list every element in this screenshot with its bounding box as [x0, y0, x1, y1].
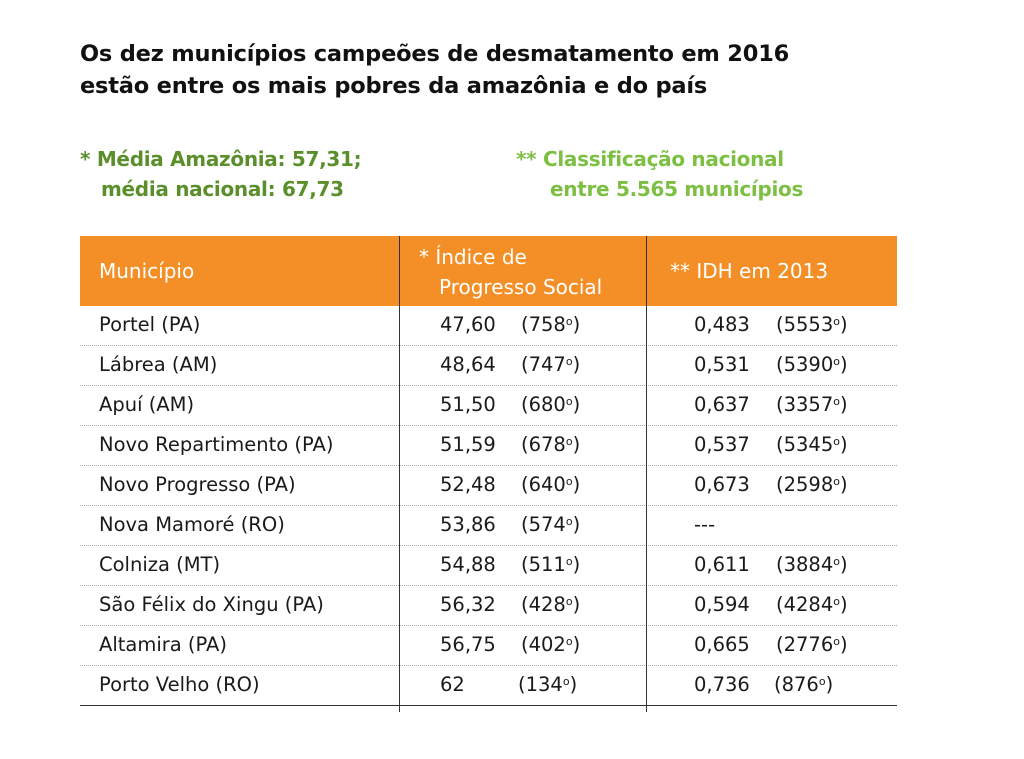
cell-idh-rank: (5345o) [776, 433, 848, 456]
table-row: Novo Repartimento (PA) 51,59 (678o) 0,537 (5… [80, 426, 897, 466]
cell-idh: 0,665 [694, 633, 750, 656]
cell-municipio: Portel (PA) [99, 313, 201, 336]
cell-ips-rank: (402o) [521, 633, 581, 656]
ordinal-mark: o [833, 595, 840, 608]
cell-idh-rank: (2776o) [776, 633, 848, 656]
ordinal-mark: o [833, 315, 840, 328]
cell-ips-rank: (678o) [521, 433, 581, 456]
ordinal-mark: o [565, 595, 573, 608]
cell-idh: 0,531 [694, 353, 750, 376]
cell-municipio: São Félix do Xingu (PA) [99, 593, 324, 616]
cell-idh-rank: (3884o) [776, 553, 848, 576]
table-row: São Félix do Xingu (PA) 56,32 (428o) 0,594 (… [80, 586, 897, 626]
cell-ips: 56,32 [440, 593, 496, 616]
cell-ips-rank: (758o) [521, 313, 581, 336]
cell-ips-rank: (134o) [518, 673, 578, 696]
table-row: Altamira (PA) 56,75 (402o) 0,665 (2776o) [80, 626, 897, 666]
ordinal-mark: o [562, 675, 570, 688]
cell-ips: 51,59 [440, 433, 496, 456]
ordinal-mark: o [565, 355, 573, 368]
cell-municipio: Lábrea (AM) [99, 353, 218, 376]
ordinal-mark: o [565, 555, 573, 568]
cell-ips: 62 [440, 673, 465, 696]
cell-ips-rank: (680o) [521, 393, 581, 416]
cell-ips-rank: (640o) [521, 473, 581, 496]
cell-municipio: Colniza (MT) [99, 553, 221, 576]
header-idh: ** IDH em 2013 [670, 259, 829, 283]
cell-ips: 52,48 [440, 473, 496, 496]
cell-idh-rank: (876o) [774, 673, 834, 696]
cell-ips-rank: (428o) [521, 593, 581, 616]
cell-ips-rank: (574o) [521, 513, 581, 536]
header-municipio: Município [99, 259, 195, 283]
ordinal-mark: o [833, 635, 840, 648]
cell-municipio: Porto Velho (RO) [99, 673, 260, 696]
cell-municipio: Nova Mamoré (RO) [99, 513, 285, 536]
cell-idh: 0,483 [694, 313, 750, 336]
ordinal-mark: o [565, 475, 573, 488]
ordinal-mark: o [565, 515, 573, 528]
table-row: Novo Progresso (PA) 52,48 (640o) 0,673 (2598… [80, 466, 897, 506]
cell-municipio: Novo Progresso (PA) [99, 473, 296, 496]
title-line-1: Os dez municípios campeões de desmatamen… [80, 41, 790, 67]
cell-ips: 48,64 [440, 353, 496, 376]
ordinal-mark: o [833, 435, 840, 448]
ordinal-mark: o [565, 315, 573, 328]
cell-ips: 47,60 [440, 313, 496, 336]
ordinal-mark: o [833, 475, 840, 488]
cell-idh: 0,637 [694, 393, 750, 416]
cell-idh-rank: (3357o) [776, 393, 848, 416]
cell-ips-rank: (511o) [521, 553, 581, 576]
cell-ips: 54,88 [440, 553, 496, 576]
table-row: Porto Velho (RO) 62 (134o) 0,736 (876o) [80, 666, 897, 706]
infographic-title: Os dez municípios campeões de desmatamen… [80, 38, 789, 102]
cell-idh-rank: (4284o) [776, 593, 848, 616]
note-left-line-2: média nacional: 67,73 [101, 177, 344, 201]
column-divider [646, 236, 647, 712]
cell-ips-rank: (747o) [521, 353, 581, 376]
ordinal-mark: o [833, 555, 840, 568]
table-header: Município * Índice de Progresso Social *… [80, 236, 897, 306]
cell-idh: --- [694, 513, 716, 536]
table-row: Portel (PA) 47,60 (758o) 0,483 (5553o) [80, 306, 897, 346]
note-ips-average: * Média Amazônia: 57,31; média nacional:… [80, 144, 362, 204]
cell-idh: 0,611 [694, 553, 750, 576]
ordinal-mark: o [565, 435, 573, 448]
ordinal-mark: o [565, 635, 573, 648]
header-ips-line-1: * Índice de [419, 245, 527, 269]
table-row: Lábrea (AM) 48,64 (747o) 0,531 (5390o) [80, 346, 897, 386]
cell-ips: 51,50 [440, 393, 496, 416]
data-table: Município * Índice de Progresso Social *… [80, 236, 897, 706]
header-ips-line-2: Progresso Social [439, 275, 603, 299]
cell-municipio: Altamira (PA) [99, 633, 227, 656]
note-right-line-1: ** Classificação nacional [516, 147, 784, 171]
cell-idh: 0,673 [694, 473, 750, 496]
ordinal-mark: o [565, 395, 573, 408]
cell-ips: 56,75 [440, 633, 496, 656]
cell-idh: 0,736 [694, 673, 750, 696]
table-row: Colniza (MT) 54,88 (511o) 0,611 (3884o) [80, 546, 897, 586]
column-divider [399, 236, 400, 712]
cell-idh-rank: (2598o) [776, 473, 848, 496]
ordinal-mark: o [833, 355, 840, 368]
note-right-line-2: entre 5.565 municípios [550, 177, 804, 201]
table-row: Apuí (AM) 51,50 (680o) 0,637 (3357o) [80, 386, 897, 426]
note-idh-classification: ** Classificação nacional entre 5.565 mu… [516, 144, 803, 204]
cell-idh-rank: (5390o) [776, 353, 848, 376]
note-left-line-1: * Média Amazônia: 57,31; [80, 147, 362, 171]
cell-idh-rank: (5553o) [776, 313, 848, 336]
cell-ips: 53,86 [440, 513, 496, 536]
cell-idh: 0,537 [694, 433, 750, 456]
cell-municipio: Apuí (AM) [99, 393, 195, 416]
table-body: Portel (PA) 47,60 (758o) 0,483 (5553o) Lábrea… [80, 306, 897, 706]
table-row: Nova Mamoré (RO) 53,86 (574o) --- [80, 506, 897, 546]
cell-idh: 0,594 [694, 593, 750, 616]
ordinal-mark: o [833, 395, 840, 408]
ordinal-mark: o [818, 675, 826, 688]
title-line-2: estão entre os mais pobres da amazônia e… [80, 73, 708, 99]
cell-municipio: Novo Repartimento (PA) [99, 433, 334, 456]
